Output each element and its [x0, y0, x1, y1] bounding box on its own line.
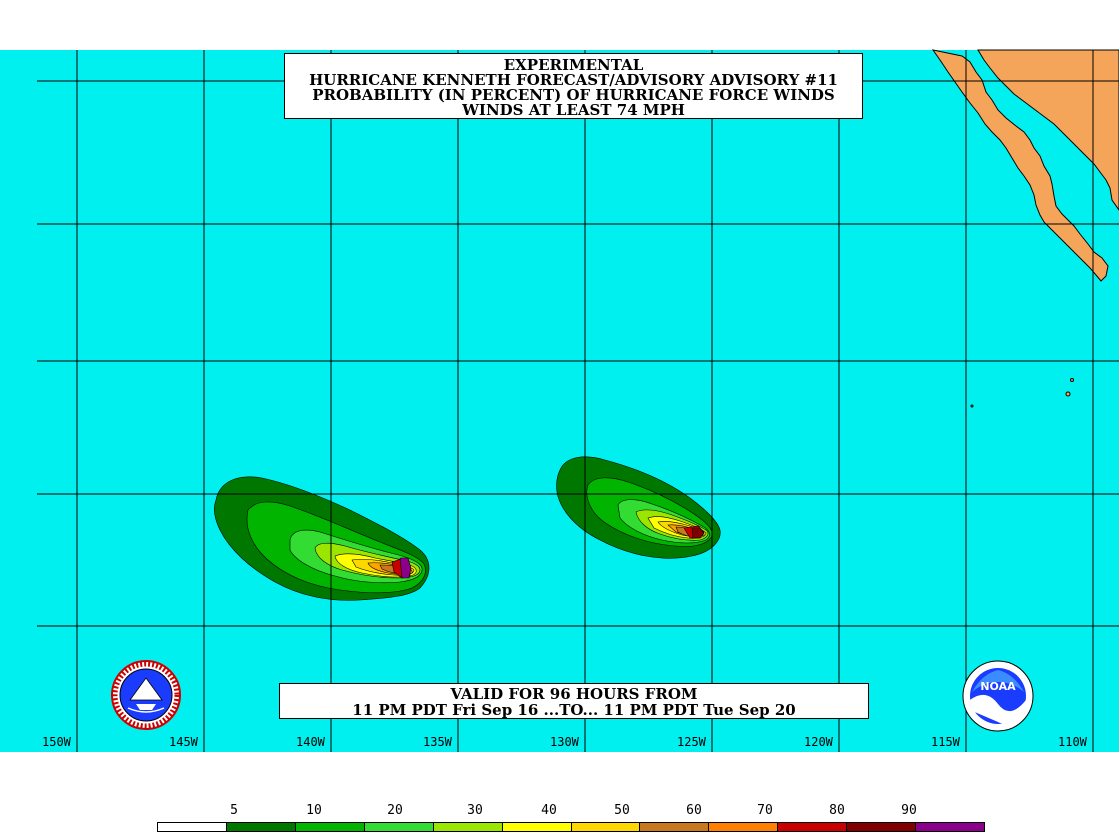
- legend-value: 40: [541, 803, 557, 818]
- legend-value: 50: [614, 803, 630, 818]
- legend-swatch: [364, 823, 434, 831]
- national-weather-service-logo: [111, 660, 181, 730]
- valid-line-1: VALID FOR 96 HOURS FROM: [450, 685, 698, 703]
- lon-label-145w: 145W: [169, 735, 198, 749]
- legend-value: 10: [306, 803, 322, 818]
- legend-color-bar: [157, 822, 985, 832]
- legend-swatch: [571, 823, 641, 831]
- legend-swatch: [640, 823, 710, 831]
- lon-label-120w: 120W: [804, 735, 833, 749]
- lon-label-130w: 130W: [550, 735, 579, 749]
- legend-value: 5: [230, 803, 238, 818]
- valid-line-2: 11 PM PDT Fri Sep 16 ...TO... 11 PM PDT …: [352, 701, 796, 719]
- islands: [970, 378, 1074, 408]
- title-line-1: EXPERIMENTAL: [503, 56, 644, 74]
- legend-swatch: [502, 823, 572, 831]
- lon-label-140w: 140W: [296, 735, 325, 749]
- legend-value: 70: [757, 803, 773, 818]
- title-line-2: HURRICANE KENNETH FORECAST/ADVISORY ADVI…: [309, 71, 838, 89]
- lon-label-150w: 150W: [42, 735, 71, 749]
- land-mexico: [931, 49, 1119, 282]
- legend-value: 30: [467, 803, 483, 818]
- lon-label-125w: 125W: [677, 735, 706, 749]
- title-line-4: WINDS AT LEAST 74 MPH: [462, 101, 685, 119]
- legend-value: 60: [686, 803, 702, 818]
- legend-value: 20: [387, 803, 403, 818]
- probability-swath-1: [214, 476, 430, 601]
- legend-swatch: [158, 823, 227, 831]
- noaa-logo: NOAA: [962, 660, 1034, 732]
- legend-swatch: [778, 823, 848, 831]
- legend-value: 90: [901, 803, 917, 818]
- legend-swatch: [226, 823, 296, 831]
- legend-swatch: [433, 823, 503, 831]
- lon-label-110w: 110W: [1058, 735, 1087, 749]
- lat-lon-grid: [37, 50, 1119, 752]
- title-line-3: PROBABILITY (IN PERCENT) OF HURRICANE FO…: [312, 86, 835, 104]
- lon-label-135w: 135W: [423, 735, 452, 749]
- legend-swatch: [295, 823, 365, 831]
- legend-swatch: [916, 823, 985, 831]
- lon-label-115w: 115W: [931, 735, 960, 749]
- legend-swatch: [847, 823, 917, 831]
- noaa-logo-text: NOAA: [980, 680, 1016, 693]
- ocean: [37, 50, 1119, 752]
- valid-period-box: VALID FOR 96 HOURS FROM 11 PM PDT Fri Se…: [279, 683, 869, 719]
- map-title-box: EXPERIMENTAL HURRICANE KENNETH FORECAST/…: [284, 53, 863, 119]
- legend-value: 80: [829, 803, 845, 818]
- legend-swatch: [709, 823, 779, 831]
- probability-swath-2: [556, 456, 721, 559]
